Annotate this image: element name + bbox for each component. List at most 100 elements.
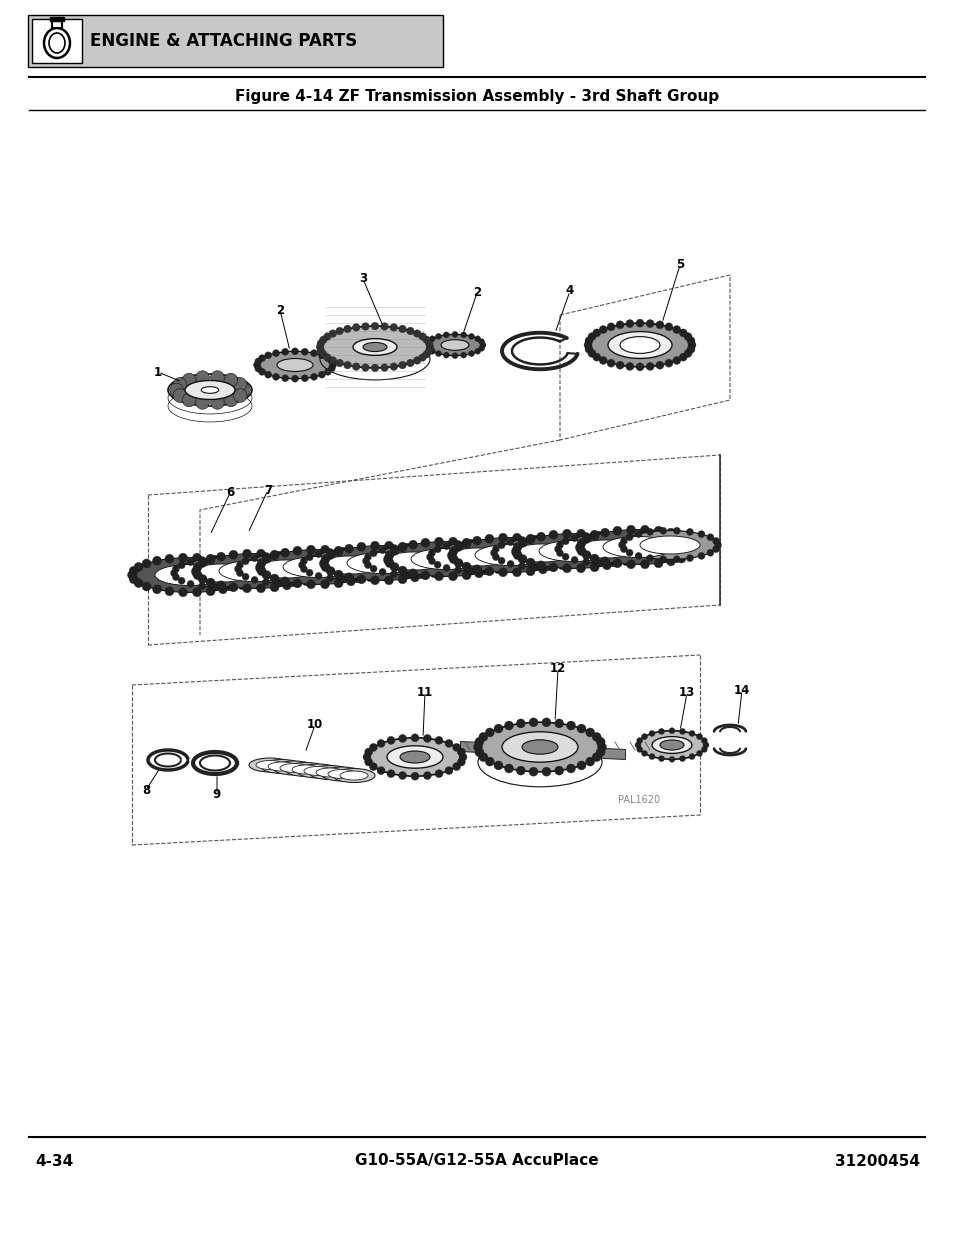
Circle shape xyxy=(371,364,378,372)
Circle shape xyxy=(595,531,602,538)
Circle shape xyxy=(182,373,195,387)
Circle shape xyxy=(576,563,585,573)
Circle shape xyxy=(408,569,417,578)
Circle shape xyxy=(434,561,440,568)
Circle shape xyxy=(478,338,484,345)
Circle shape xyxy=(639,525,649,535)
Circle shape xyxy=(198,558,207,567)
Circle shape xyxy=(712,537,719,545)
Circle shape xyxy=(225,584,233,590)
Circle shape xyxy=(165,587,173,595)
Circle shape xyxy=(193,571,202,579)
Circle shape xyxy=(306,569,313,577)
Circle shape xyxy=(635,742,640,748)
Circle shape xyxy=(513,542,521,551)
Circle shape xyxy=(640,734,647,740)
Circle shape xyxy=(361,322,369,330)
Text: 11: 11 xyxy=(416,685,433,699)
Circle shape xyxy=(454,541,461,547)
Circle shape xyxy=(264,566,272,573)
Circle shape xyxy=(609,531,616,538)
Ellipse shape xyxy=(639,536,700,555)
Circle shape xyxy=(418,332,426,341)
Circle shape xyxy=(300,557,307,564)
Circle shape xyxy=(595,559,602,567)
Ellipse shape xyxy=(501,732,578,762)
Circle shape xyxy=(319,336,327,343)
Circle shape xyxy=(659,556,666,563)
Circle shape xyxy=(178,577,185,584)
Circle shape xyxy=(298,562,305,568)
Circle shape xyxy=(582,558,589,566)
Circle shape xyxy=(584,337,593,345)
Circle shape xyxy=(319,351,327,358)
Circle shape xyxy=(658,729,664,735)
Circle shape xyxy=(229,582,237,592)
Circle shape xyxy=(236,562,246,572)
Circle shape xyxy=(142,582,151,592)
Circle shape xyxy=(216,552,225,561)
Circle shape xyxy=(478,732,487,741)
Circle shape xyxy=(281,348,289,356)
Circle shape xyxy=(322,573,330,580)
Circle shape xyxy=(408,540,417,550)
Ellipse shape xyxy=(521,740,558,755)
Circle shape xyxy=(592,353,600,361)
Circle shape xyxy=(558,536,565,543)
Circle shape xyxy=(258,577,266,584)
Circle shape xyxy=(254,366,261,372)
Circle shape xyxy=(448,537,457,546)
Circle shape xyxy=(642,553,649,561)
Circle shape xyxy=(548,562,558,571)
Circle shape xyxy=(441,547,449,553)
Circle shape xyxy=(270,551,279,559)
Circle shape xyxy=(310,350,317,357)
Circle shape xyxy=(242,558,249,564)
Circle shape xyxy=(390,571,397,578)
Ellipse shape xyxy=(168,374,252,406)
Circle shape xyxy=(275,579,282,587)
Text: PAL1620: PAL1620 xyxy=(618,795,659,805)
Circle shape xyxy=(609,559,616,567)
Circle shape xyxy=(172,566,179,573)
Circle shape xyxy=(590,555,598,563)
Circle shape xyxy=(686,529,693,536)
Circle shape xyxy=(656,321,663,329)
Circle shape xyxy=(282,552,292,561)
Circle shape xyxy=(224,373,237,387)
Circle shape xyxy=(520,550,527,557)
Circle shape xyxy=(648,550,655,557)
Circle shape xyxy=(561,555,570,563)
Circle shape xyxy=(397,574,407,584)
Circle shape xyxy=(423,772,431,779)
Circle shape xyxy=(515,561,521,568)
Text: 12: 12 xyxy=(549,662,565,676)
Circle shape xyxy=(460,352,466,358)
Circle shape xyxy=(262,571,271,579)
Circle shape xyxy=(258,368,265,375)
Circle shape xyxy=(380,322,388,330)
Circle shape xyxy=(356,551,366,559)
Circle shape xyxy=(258,354,265,362)
Circle shape xyxy=(668,756,675,762)
Circle shape xyxy=(497,558,506,568)
Circle shape xyxy=(581,551,591,559)
Circle shape xyxy=(481,540,488,546)
Circle shape xyxy=(498,534,507,542)
Text: 5: 5 xyxy=(675,258,683,272)
Circle shape xyxy=(289,579,296,587)
Circle shape xyxy=(236,562,243,568)
Circle shape xyxy=(316,347,324,354)
Circle shape xyxy=(636,363,643,370)
Circle shape xyxy=(640,751,647,756)
Text: 14: 14 xyxy=(733,683,749,697)
Circle shape xyxy=(517,555,527,563)
Ellipse shape xyxy=(516,534,631,568)
Circle shape xyxy=(395,562,401,568)
Circle shape xyxy=(366,574,373,582)
Circle shape xyxy=(554,766,563,776)
Circle shape xyxy=(423,735,431,742)
Ellipse shape xyxy=(619,337,659,353)
Circle shape xyxy=(250,580,256,588)
Circle shape xyxy=(525,567,535,576)
